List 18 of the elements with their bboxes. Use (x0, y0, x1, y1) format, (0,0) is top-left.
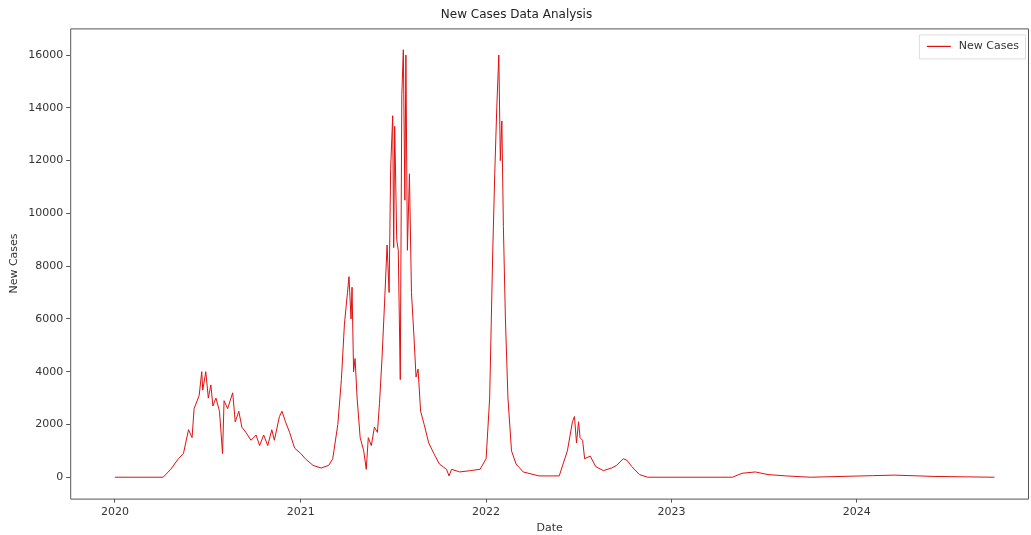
y-tick-label: 4000 (35, 364, 64, 378)
y-tick-label: 16000 (28, 47, 64, 61)
y-tick-label: 10000 (28, 206, 64, 220)
x-tick-label: 2023 (657, 505, 686, 519)
legend-label: New Cases (958, 39, 1020, 53)
x-tick-label: 2024 (842, 505, 871, 519)
x-tick-label: 2020 (100, 505, 129, 519)
chart-title: New Cases Data Analysis (440, 7, 593, 22)
x-tick-label: 2022 (472, 505, 501, 519)
y-tick-label: 6000 (35, 311, 64, 325)
x-tick-label: 2021 (286, 505, 315, 519)
y-tick-label: 8000 (35, 259, 64, 272)
y-tick-label: 2000 (35, 417, 64, 431)
y-tick-label: 14000 (28, 100, 64, 114)
y-tick-label: 12000 (28, 153, 64, 167)
y-axis-title: New Cases (7, 233, 21, 294)
y-tick-label: 0 (56, 470, 64, 484)
x-axis-title: Date (536, 521, 563, 535)
